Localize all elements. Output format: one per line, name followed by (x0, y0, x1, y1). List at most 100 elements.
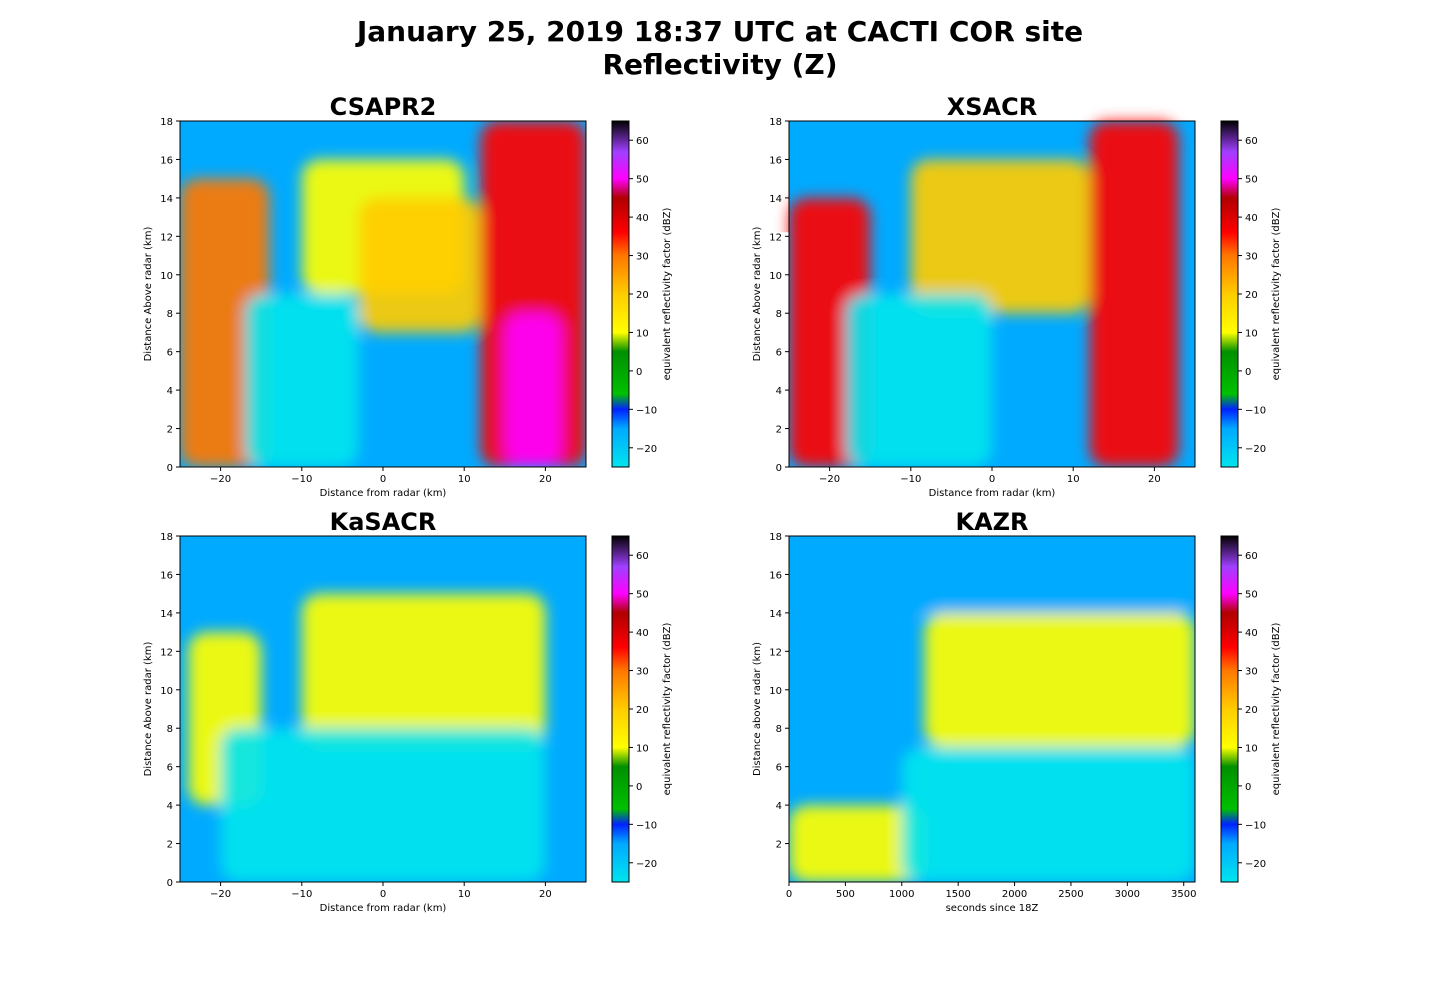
colorbar-tick-label: 10 (1245, 743, 1258, 754)
y-axis-label: Distance above radar (km) (752, 642, 763, 776)
colorbar-tick-label: 10 (1245, 328, 1258, 339)
colorbar-tick-label: −10 (1245, 820, 1266, 831)
y-tick-label: 16 (769, 155, 782, 166)
panel-title: CSAPR2 (330, 93, 437, 121)
y-tick-label: 12 (160, 232, 173, 243)
echo-feature-4 (504, 313, 562, 467)
panel-csapr2: CSAPR2 −20 −10 0 10 20 Distance from radar (km… (143, 93, 673, 499)
echo-feature-0 (924, 612, 1195, 748)
colorbar-tick-label: −20 (1245, 444, 1266, 455)
x-tick-label: 0 (989, 474, 995, 485)
colorbar-label: equivalent reflectivity factor (dBZ) (662, 208, 673, 381)
colorbar-label: equivalent reflectivity factor (dBZ) (1271, 208, 1282, 381)
colorbar-tick-label: −10 (636, 405, 657, 416)
y-axis-label: Distance Above radar (km) (143, 227, 154, 362)
colorbar: −20 −10 0 10 20 30 40 50 60 equivalent reflectivi… (1220, 535, 1282, 883)
panel-title: KAZR (955, 508, 1028, 536)
x-axis-label: Distance from radar (km) (320, 903, 447, 914)
y-tick-label: 18 (160, 117, 173, 128)
y-tick-label: 14 (769, 194, 782, 205)
y-tick-label: 18 (769, 532, 782, 543)
y-tick-label: 6 (776, 763, 782, 774)
colorbar-tick-label: 30 (1245, 252, 1258, 263)
y-tick-label: 14 (160, 194, 173, 205)
y-tick-label: 14 (769, 609, 782, 620)
colorbar-tick-label: 30 (1245, 667, 1258, 678)
echo-feature-1 (301, 593, 546, 748)
panel-kasacr: KaSACR −20 −10 0 10 20 Distance from radar (km… (143, 508, 673, 914)
colorbar-tick-label: 60 (636, 136, 649, 147)
colorbar-tick-label: 0 (1245, 367, 1251, 378)
x-tick-label: 0 (786, 889, 792, 900)
x-tick-label: 2500 (1058, 889, 1083, 900)
echo-feature-1 (789, 805, 925, 882)
y-tick-label: 4 (167, 386, 173, 397)
y-tick-label: 8 (167, 724, 173, 735)
colorbar-tick-label: 40 (1245, 628, 1258, 639)
y-tick-label: 2 (776, 840, 782, 851)
echo-feature-1 (910, 159, 1090, 314)
x-tick-label: 1000 (889, 889, 914, 900)
y-tick-label: 0 (167, 463, 173, 474)
y-tick-label: 18 (160, 532, 173, 543)
y-tick-label: 4 (776, 801, 782, 812)
echo-feature-2 (789, 536, 1195, 613)
x-tick-label: −20 (210, 474, 231, 485)
colorbar-tick-label: 50 (1245, 175, 1258, 186)
x-axis-label: seconds since 18Z (946, 903, 1039, 914)
x-axis-label: Distance from radar (km) (320, 488, 447, 499)
echo-feature-5 (244, 294, 359, 467)
colorbar-label: equivalent reflectivity factor (dBZ) (1271, 623, 1282, 796)
colorbar-tick-label: 30 (636, 667, 649, 678)
y-tick-label: 10 (160, 271, 173, 282)
echo-feature-2 (220, 728, 546, 882)
panel-title: KaSACR (330, 508, 437, 536)
y-tick-label: 6 (167, 763, 173, 774)
colorbar-gradient (1220, 535, 1239, 883)
colorbar-tick-label: 10 (636, 743, 649, 754)
y-tick-label: 8 (776, 724, 782, 735)
y-tick-label: 0 (776, 463, 782, 474)
colorbar-tick-label: 20 (636, 705, 649, 716)
x-tick-label: 2000 (1002, 889, 1027, 900)
x-tick-label: −10 (291, 474, 312, 485)
colorbar-gradient (1220, 120, 1239, 468)
colorbar-tick-label: 60 (1245, 136, 1258, 147)
y-tick-label: 8 (167, 309, 173, 320)
colorbar-tick-label: 10 (636, 328, 649, 339)
colorbar-tick-label: 20 (1245, 705, 1258, 716)
y-tick-label: 12 (769, 232, 782, 243)
y-tick-label: 16 (160, 570, 173, 581)
x-tick-label: 20 (539, 474, 552, 485)
y-tick-label: 16 (769, 570, 782, 581)
x-tick-label: 1500 (945, 889, 970, 900)
colorbar: −20 −10 0 10 20 30 40 50 60 equivalent reflectivi… (611, 120, 673, 468)
figure-subtitle: Reflectivity (Z) (602, 48, 838, 81)
colorbar-tick-label: 60 (636, 551, 649, 562)
colorbar-gradient (611, 120, 630, 468)
colorbar-tick-label: 50 (1245, 590, 1258, 601)
colorbar-tick-label: 50 (636, 175, 649, 186)
colorbar: −20 −10 0 10 20 30 40 50 60 equivalent reflectivi… (611, 535, 673, 883)
colorbar-gradient (611, 535, 630, 883)
colorbar-tick-label: 40 (636, 628, 649, 639)
y-tick-label: 6 (776, 348, 782, 359)
axes-frame (788, 535, 1196, 883)
colorbar: −20 −10 0 10 20 30 40 50 60 equivalent reflectivi… (1220, 120, 1282, 468)
y-tick-label: 10 (160, 686, 173, 697)
echo-feature-3 (901, 747, 1195, 882)
y-axis-label: Distance Above radar (km) (752, 227, 763, 362)
figure-title: January 25, 2019 18:37 UTC at CACTI COR … (356, 15, 1084, 48)
colorbar-tick-label: 0 (636, 782, 642, 793)
y-tick-label: 12 (769, 647, 782, 658)
y-tick-label: 12 (160, 647, 173, 658)
y-tick-label: 6 (167, 348, 173, 359)
x-tick-label: −20 (210, 889, 231, 900)
reflectivity-field (180, 536, 586, 882)
x-tick-label: 10 (458, 474, 471, 485)
x-tick-label: −10 (291, 889, 312, 900)
